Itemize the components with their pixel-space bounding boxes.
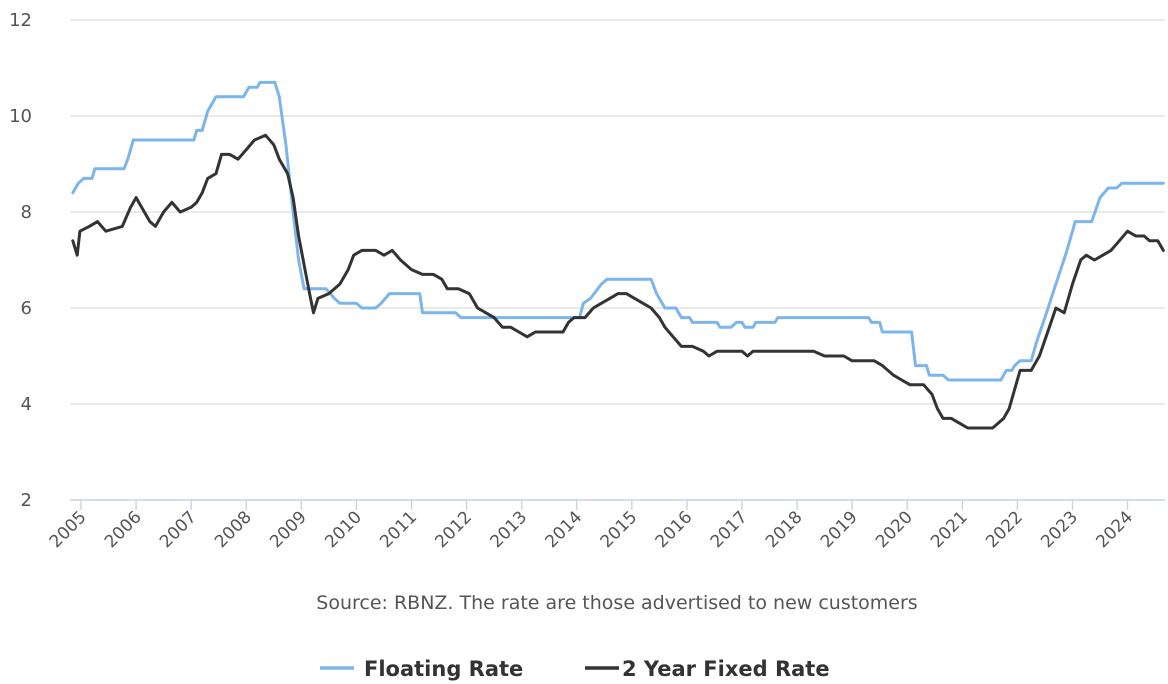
legend-label: Floating Rate xyxy=(364,657,523,681)
y-tick-label: 8 xyxy=(21,202,32,223)
x-tick-label: 2015 xyxy=(597,507,642,552)
x-tick-label: 2017 xyxy=(707,507,752,552)
x-tick-label: 2010 xyxy=(321,507,366,552)
y-tick-label: 2 xyxy=(21,490,32,511)
x-tick-label: 2007 xyxy=(156,507,201,552)
y-tick-label: 6 xyxy=(21,298,32,319)
legend-label: 2 Year Fixed Rate xyxy=(622,657,830,681)
series-line-floating-rate[interactable] xyxy=(71,80,1165,382)
y-tick-label: 4 xyxy=(21,394,32,415)
series-lines xyxy=(71,80,1165,430)
x-tick-label: 2023 xyxy=(1037,507,1082,552)
y-axis-labels: 2 4 6 8 10 12 xyxy=(9,10,32,511)
legend-item-two-year-fixed-rate[interactable]: 2 Year Fixed Rate xyxy=(585,657,830,681)
x-tick-label: 2006 xyxy=(101,507,146,552)
x-tick-label: 2024 xyxy=(1092,507,1137,552)
gridlines xyxy=(70,19,1165,405)
x-tick-label: 2013 xyxy=(486,507,531,552)
x-tick-label: 2016 xyxy=(652,507,697,552)
x-tick-label: 2011 xyxy=(376,507,421,552)
x-tick-label: 2020 xyxy=(872,507,917,552)
x-tick-label: 2008 xyxy=(211,507,256,552)
x-axis-labels: 2005 2006 2007 2008 2009 2010 2011 2012 2013 2014… xyxy=(46,500,1137,552)
y-tick-label: 10 xyxy=(9,106,32,127)
legend[interactable]: Floating Rate 2 Year Fixed Rate xyxy=(320,657,830,681)
x-tick-label: 2019 xyxy=(817,507,862,552)
x-tick-label: 2012 xyxy=(431,507,476,552)
x-tick-label: 2009 xyxy=(266,507,311,552)
x-tick-label: 2022 xyxy=(982,507,1027,552)
x-tick-label: 2014 xyxy=(542,507,587,552)
x-tick-label: 2018 xyxy=(762,507,807,552)
source-note: Source: RBNZ. The rate are those adverti… xyxy=(316,592,917,614)
x-tick-label: 2005 xyxy=(46,507,91,552)
series-line-two-year-fixed-rate[interactable] xyxy=(71,133,1165,430)
x-tick-label: 2021 xyxy=(927,507,972,552)
y-tick-label: 12 xyxy=(9,10,32,31)
legend-item-floating-rate[interactable]: Floating Rate xyxy=(320,657,523,681)
